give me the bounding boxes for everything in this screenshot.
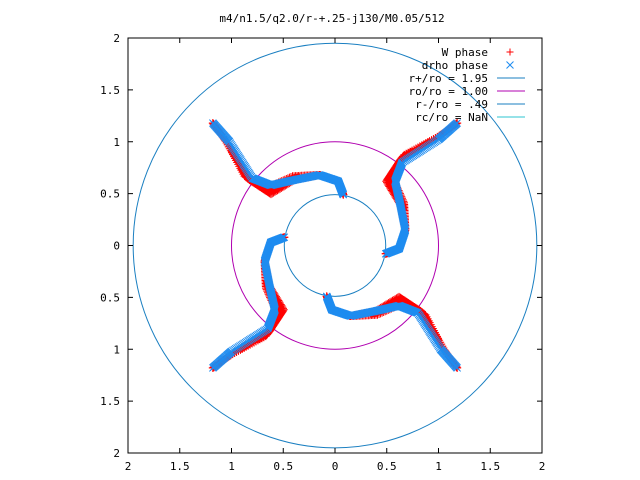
drho-phase-point (209, 364, 217, 372)
axes: 2 1.5 1 0.5 0 0.5 1 1.5 221.510.500.511.52 (100, 32, 545, 473)
x-tick-label: 0 (332, 460, 339, 473)
drho-phase-point (209, 119, 217, 127)
x-tick-label: 1.5 (480, 460, 500, 473)
legend-marker (506, 48, 514, 56)
drho-phase-series (209, 119, 461, 372)
legend-label: drho phase (422, 59, 488, 72)
radius-circle-1 (231, 141, 439, 350)
x-tick-label: 0.5 (273, 460, 293, 473)
y-tick-label: 1.5 (100, 84, 120, 97)
legend-marker (506, 61, 514, 69)
chart-title: m4/n1.5/q2.0/r-+.25-j130/M0.05/512 (219, 12, 444, 25)
x-tick-label: 1.5 (170, 460, 190, 473)
x-tick-label: 0.5 (377, 460, 397, 473)
x-tick-label: 1 (435, 460, 442, 473)
legend-label: rc/ro = NaN (415, 111, 488, 124)
radius-circle-0 (132, 42, 538, 449)
reference-circles (132, 42, 538, 449)
y-tick-label: 2 (113, 447, 120, 460)
y-tick-label: 1 (113, 343, 120, 356)
legend-label: r-/ro = .49 (415, 98, 488, 111)
radius-circle-2 (283, 194, 387, 297)
legend-label: ro/ro = 1.00 (409, 85, 488, 98)
legend-label: W phase (442, 46, 488, 59)
y-tick-label: 1 (113, 136, 120, 149)
legend-label: r+/ro = 1.95 (409, 72, 488, 85)
phase-series (208, 119, 462, 372)
drho-phase-point (453, 364, 461, 372)
drho-phase-point (453, 119, 461, 127)
x-tick-label: 2 (539, 460, 546, 473)
x-tick-label: 1 (228, 460, 235, 473)
y-tick-label: 0 (113, 240, 120, 253)
x-tick-label: 2 (125, 460, 132, 473)
w-phase-series (208, 119, 462, 372)
y-tick-label: 2 (113, 32, 120, 45)
y-tick-label: 0.5 (100, 291, 120, 304)
y-tick-label: 1.5 (100, 395, 120, 408)
y-tick-label: 0.5 (100, 188, 120, 201)
